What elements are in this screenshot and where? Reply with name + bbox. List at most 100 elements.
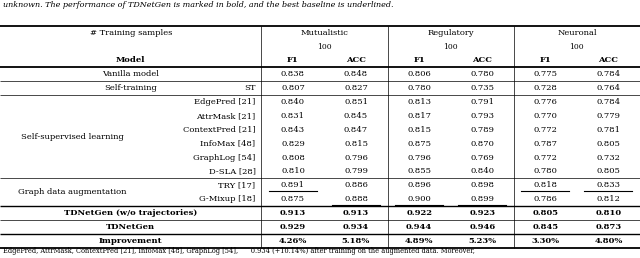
Text: 0.831: 0.831 [281, 112, 305, 120]
Text: 0.838: 0.838 [281, 70, 305, 78]
Text: unknown. The performance of TDNetGen is marked in bold, and the best baseline is: unknown. The performance of TDNetGen is … [3, 1, 394, 9]
Text: 0.779: 0.779 [596, 112, 620, 120]
Text: 5.18%: 5.18% [342, 237, 371, 245]
Text: ACC: ACC [472, 57, 492, 64]
Text: Self-supervised learning: Self-supervised learning [20, 133, 124, 141]
Text: 0.789: 0.789 [470, 126, 494, 134]
Text: 0.840: 0.840 [470, 167, 494, 175]
Text: 0.776: 0.776 [533, 98, 557, 106]
Text: 0.764: 0.764 [596, 84, 620, 92]
Text: 0.770: 0.770 [533, 112, 557, 120]
Text: 0.784: 0.784 [596, 70, 621, 78]
Text: 0.851: 0.851 [344, 98, 368, 106]
Text: 0.875: 0.875 [281, 195, 305, 203]
Text: 0.799: 0.799 [344, 167, 368, 175]
Text: 0.900: 0.900 [407, 195, 431, 203]
Text: 0.896: 0.896 [407, 181, 431, 189]
Text: 0.810: 0.810 [281, 167, 305, 175]
Text: TDNetGen (w/o trajectories): TDNetGen (w/o trajectories) [64, 209, 197, 217]
Text: 0.875: 0.875 [407, 140, 431, 148]
Text: # Training samples: # Training samples [90, 29, 172, 37]
Text: InfoMax [48]: InfoMax [48] [200, 140, 255, 148]
Text: 0.873: 0.873 [595, 223, 621, 231]
Text: 0.848: 0.848 [344, 70, 368, 78]
Text: F1: F1 [413, 57, 425, 64]
Text: 0.787: 0.787 [533, 140, 557, 148]
Text: 0.818: 0.818 [533, 181, 557, 189]
Text: 0.913: 0.913 [343, 209, 369, 217]
Text: 0.829: 0.829 [281, 140, 305, 148]
Text: 0.780: 0.780 [470, 70, 494, 78]
Text: 0.845: 0.845 [344, 112, 368, 120]
Text: 0.870: 0.870 [470, 140, 494, 148]
Text: 100: 100 [444, 43, 458, 51]
Text: 0.772: 0.772 [533, 154, 557, 162]
Text: 0.805: 0.805 [596, 140, 620, 148]
Text: 4.26%: 4.26% [279, 237, 307, 245]
Text: AttrMask [21]: AttrMask [21] [196, 112, 255, 120]
Text: 0.796: 0.796 [344, 154, 368, 162]
Text: 0.929: 0.929 [280, 223, 306, 231]
Text: Neuronal: Neuronal [557, 29, 596, 37]
Text: 0.812: 0.812 [596, 195, 620, 203]
Text: 0.833: 0.833 [596, 181, 620, 189]
Text: EdgePred [21]: EdgePred [21] [194, 98, 255, 106]
Text: 0.898: 0.898 [470, 181, 494, 189]
Text: 0.807: 0.807 [281, 84, 305, 92]
Text: 0.891: 0.891 [281, 181, 305, 189]
Text: 0.946: 0.946 [469, 223, 495, 231]
Text: F1: F1 [540, 57, 551, 64]
Text: EdgePred, AttrMask, ContextPred [21], InfoMax [48], GraphLog [54],      0.934 (+: EdgePred, AttrMask, ContextPred [21], In… [3, 247, 475, 255]
Text: 0.728: 0.728 [533, 84, 557, 92]
Text: Model: Model [116, 57, 145, 64]
Text: 100: 100 [317, 43, 332, 51]
Text: 0.806: 0.806 [407, 70, 431, 78]
Text: 0.845: 0.845 [532, 223, 559, 231]
Text: 4.89%: 4.89% [405, 237, 433, 245]
Text: 0.808: 0.808 [281, 154, 305, 162]
Text: F1: F1 [287, 57, 299, 64]
Text: 0.805: 0.805 [532, 209, 558, 217]
Text: 0.913: 0.913 [280, 209, 306, 217]
Text: TDNetGen: TDNetGen [106, 223, 156, 231]
Text: 0.735: 0.735 [470, 84, 494, 92]
Text: Mutualistic: Mutualistic [301, 29, 348, 37]
Text: TRY [17]: TRY [17] [218, 181, 255, 189]
Text: 0.786: 0.786 [533, 195, 557, 203]
Text: 0.732: 0.732 [596, 154, 620, 162]
Text: 0.923: 0.923 [469, 209, 495, 217]
Text: 0.855: 0.855 [407, 167, 431, 175]
Text: ACC: ACC [346, 57, 366, 64]
Text: 0.827: 0.827 [344, 84, 368, 92]
Text: 0.840: 0.840 [281, 98, 305, 106]
Text: 0.796: 0.796 [407, 154, 431, 162]
Text: 0.781: 0.781 [596, 126, 620, 134]
Text: ST: ST [244, 84, 255, 92]
Text: 0.815: 0.815 [344, 140, 368, 148]
Text: 0.815: 0.815 [407, 126, 431, 134]
Text: 0.793: 0.793 [470, 112, 494, 120]
Text: Vanilla model: Vanilla model [102, 70, 159, 78]
Text: GraphLog [54]: GraphLog [54] [193, 154, 255, 162]
Text: 0.791: 0.791 [470, 98, 494, 106]
Text: Regulatory: Regulatory [428, 29, 474, 37]
Text: 5.23%: 5.23% [468, 237, 496, 245]
Text: 4.80%: 4.80% [595, 237, 623, 245]
Text: 0.888: 0.888 [344, 195, 368, 203]
Text: 0.886: 0.886 [344, 181, 368, 189]
Text: 0.922: 0.922 [406, 209, 432, 217]
Text: 0.813: 0.813 [407, 98, 431, 106]
Text: 0.934: 0.934 [343, 223, 369, 231]
Text: 0.899: 0.899 [470, 195, 494, 203]
Text: 0.805: 0.805 [596, 167, 620, 175]
Text: 0.769: 0.769 [470, 154, 494, 162]
Text: ContextPred [21]: ContextPred [21] [183, 126, 255, 134]
Text: 0.810: 0.810 [595, 209, 621, 217]
Text: 0.772: 0.772 [533, 126, 557, 134]
Text: 100: 100 [570, 43, 584, 51]
Text: 0.780: 0.780 [533, 167, 557, 175]
Text: Self-training: Self-training [104, 84, 157, 92]
Text: D-SLA [28]: D-SLA [28] [209, 167, 255, 175]
Text: Graph data augmentation: Graph data augmentation [18, 188, 126, 196]
Text: 3.30%: 3.30% [531, 237, 559, 245]
